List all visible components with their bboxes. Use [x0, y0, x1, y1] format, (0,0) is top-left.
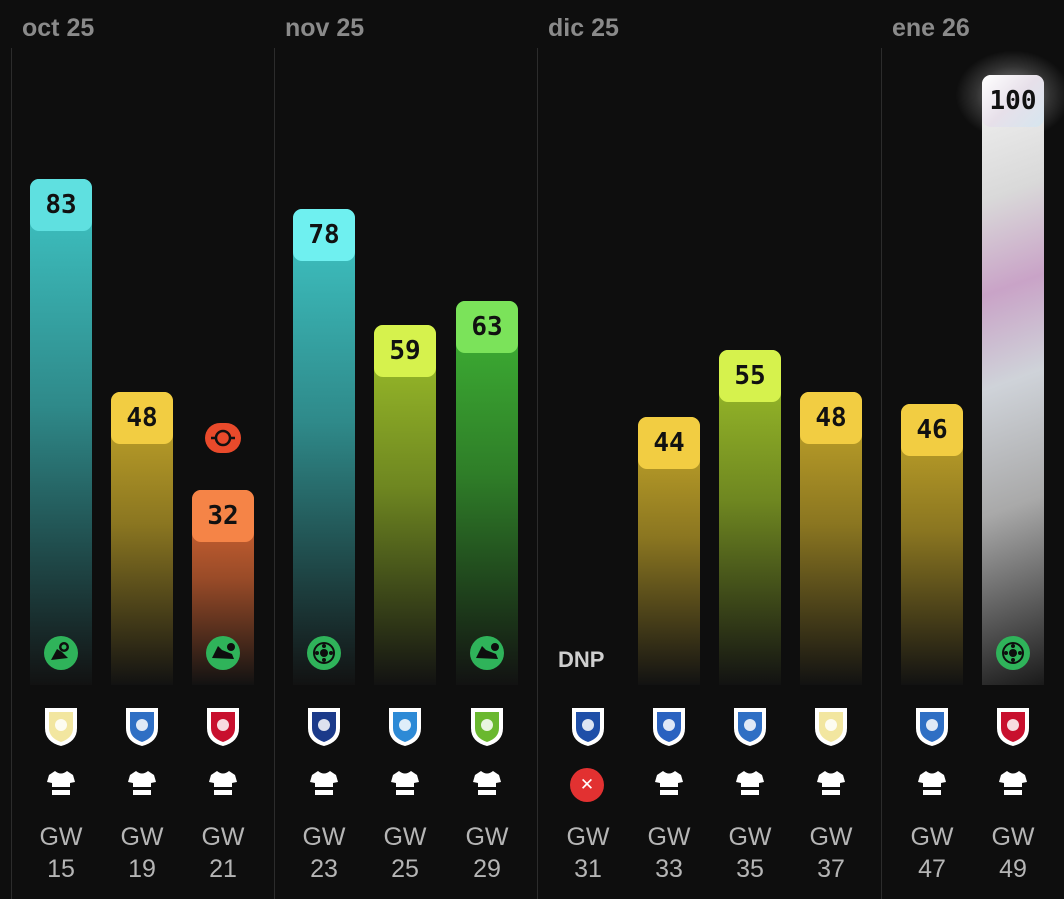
score-badge: 32 [192, 489, 254, 542]
gameweek-column[interactable]: 44 GW 33 [638, 0, 700, 899]
month-divider [11, 48, 12, 899]
opponent-crest-icon[interactable] [993, 704, 1033, 748]
opponent-crest-icon[interactable] [385, 704, 425, 748]
gameweek-label: GW [120, 823, 164, 851]
month-header-dic: dic 25 [548, 14, 619, 42]
gameweek-label: GW [647, 823, 691, 851]
gameweek-number: 21 [209, 855, 237, 883]
score-badge: 46 [901, 404, 963, 457]
gameweek-number: 29 [473, 855, 501, 883]
shirt-icon [817, 770, 845, 796]
month-header-oct: oct 25 [22, 14, 95, 42]
gameweek-column[interactable]: 55 GW 35 [719, 0, 781, 899]
opponent-crest-icon[interactable] [122, 704, 162, 748]
shirt-icon [999, 770, 1027, 796]
gameweek-label: GW [39, 823, 83, 851]
gameweek-number: 25 [391, 855, 419, 883]
substitution-icon [205, 423, 241, 453]
gameweek-label: GW [991, 823, 1035, 851]
gameweek-label: GW [302, 823, 346, 851]
gameweek-label: GW [201, 823, 245, 851]
score-bar[interactable] [30, 178, 92, 685]
score-badge: 83 [30, 178, 92, 231]
gameweek-column[interactable]: 78 GW 23 [293, 0, 355, 899]
score-bar[interactable] [719, 349, 781, 685]
score-bar[interactable] [374, 325, 436, 685]
ball-icon [305, 634, 343, 672]
not-selected-icon: ✕ [570, 768, 604, 802]
score-badge: 100 [982, 75, 1044, 127]
opponent-crest-icon[interactable] [304, 704, 344, 748]
gameweek-number: 31 [574, 855, 602, 883]
gameweek-number: 49 [999, 855, 1027, 883]
gameweek-label: GW [566, 823, 610, 851]
gameweek-label: GW [809, 823, 853, 851]
opponent-crest-icon[interactable] [912, 704, 952, 748]
month-header-nov: nov 25 [285, 14, 365, 42]
gameweek-column[interactable]: 100 GW 49 [982, 0, 1044, 899]
month-divider [274, 48, 275, 899]
shirt-icon [391, 770, 419, 796]
gameweek-number: 35 [736, 855, 764, 883]
boot-icon [468, 634, 506, 672]
month-divider [881, 48, 882, 899]
score-bar[interactable] [293, 209, 355, 685]
gameweek-column[interactable]: 63 GW 29 [456, 0, 518, 899]
score-bar[interactable] [456, 300, 518, 685]
shirt-icon [736, 770, 764, 796]
opponent-crest-icon[interactable] [730, 704, 770, 748]
gameweek-column[interactable]: 48 GW 37 [800, 0, 862, 899]
score-badge: 59 [374, 325, 436, 378]
gameweek-label: GW [383, 823, 427, 851]
ball-icon [994, 634, 1032, 672]
did-not-play-label: DNP [558, 647, 605, 672]
gameweek-column[interactable]: 83 GW 15 [30, 0, 92, 899]
shirt-icon [310, 770, 338, 796]
score-bar[interactable] [982, 75, 1044, 685]
score-badge: 48 [111, 392, 173, 445]
gameweek-label: GW [910, 823, 954, 851]
shirt-icon [473, 770, 501, 796]
shirt-icon [655, 770, 683, 796]
gameweek-number: 37 [817, 855, 845, 883]
gameweek-label: GW [465, 823, 509, 851]
score-badge: 55 [719, 349, 781, 402]
score-badge: 48 [800, 392, 862, 445]
month-divider [537, 48, 538, 899]
gameweek-column[interactable]: 46 GW 47 [901, 0, 963, 899]
score-badge: 78 [293, 209, 355, 262]
gameweek-number: 15 [47, 855, 75, 883]
gameweek-number: 47 [918, 855, 946, 883]
gameweek-number: 23 [310, 855, 338, 883]
opponent-crest-icon[interactable] [203, 704, 243, 748]
score-badge: 63 [456, 300, 518, 353]
opponent-crest-icon[interactable] [649, 704, 689, 748]
month-header-ene: ene 26 [892, 14, 970, 42]
gameweek-number: 19 [128, 855, 156, 883]
shirt-icon [209, 770, 237, 796]
gameweek-column[interactable]: 59 GW 25 [374, 0, 436, 899]
shirt-icon [918, 770, 946, 796]
gameweek-number: 33 [655, 855, 683, 883]
gameweek-label: GW [728, 823, 772, 851]
gameweek-column[interactable]: 32 GW 21 [192, 0, 254, 899]
boot-icon [204, 634, 242, 672]
shirt-icon [128, 770, 156, 796]
opponent-crest-icon[interactable] [568, 704, 608, 748]
goal-assist-icon [42, 634, 80, 672]
opponent-crest-icon[interactable] [467, 704, 507, 748]
opponent-crest-icon[interactable] [41, 704, 81, 748]
gameweek-column[interactable]: GW 31 [557, 0, 619, 899]
opponent-crest-icon[interactable] [811, 704, 851, 748]
shirt-icon [47, 770, 75, 796]
gameweek-column[interactable]: 48 GW 19 [111, 0, 173, 899]
score-badge: 44 [638, 416, 700, 469]
